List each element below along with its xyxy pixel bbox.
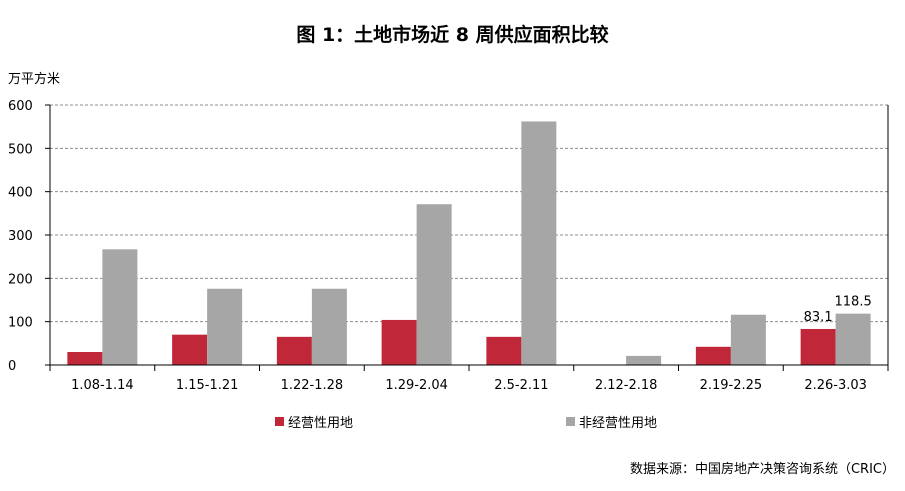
x-tick-label: 2.5-2.11 (494, 378, 548, 393)
legend: 经营性用地 非经营性用地 (275, 416, 657, 431)
x-axis-ticks: 1.08-1.14 1.15-1.21 1.22-1.28 1.29-2.04 2.5-… (49, 365, 889, 393)
y-axis-unit-label: 万平方米 (8, 72, 61, 87)
bar-non-operating (521, 121, 557, 365)
bar-operating (172, 334, 208, 365)
x-tick-label: 2.26-3.03 (804, 378, 867, 393)
y-tick-label: 400 (8, 186, 33, 201)
x-tick-label: 1.08-1.14 (71, 378, 134, 393)
x-tick-label: 2.19-2.25 (700, 378, 763, 393)
y-axis-ticks: 0 100 200 300 400 500 600 (8, 99, 50, 374)
legend-label: 非经营性用地 (579, 416, 657, 431)
y-tick-label: 500 (8, 142, 33, 157)
legend-label: 经营性用地 (288, 416, 353, 431)
x-tick-label: 1.29-2.04 (385, 378, 448, 393)
bar-non-operating (311, 288, 347, 365)
bar-non-operating (835, 313, 871, 365)
bar-non-operating (207, 288, 243, 365)
chart-title: 图 1：土地市场近 8 周供应面积比较 (296, 24, 609, 46)
data-label: 118.5 (835, 295, 872, 310)
legend-swatch (566, 417, 575, 426)
bar-operating (381, 319, 417, 365)
bar-operating (486, 336, 522, 365)
y-tick-label: 0 (8, 359, 16, 374)
bar-operating (800, 328, 836, 365)
y-tick-label: 100 (8, 316, 33, 331)
bar-non-operating (626, 355, 662, 365)
y-tick-label: 600 (8, 99, 33, 114)
bars (67, 121, 871, 365)
x-tick-label: 1.22-1.28 (281, 378, 344, 393)
y-tick-label: 300 (8, 229, 33, 244)
gridlines (50, 104, 888, 323)
data-label: 83.1 (804, 310, 833, 325)
bar-non-operating (730, 314, 766, 365)
bar-non-operating (102, 249, 138, 365)
x-tick-label: 2.12-2.18 (595, 378, 658, 393)
bar-operating (695, 346, 731, 365)
y-tick-label: 200 (8, 272, 33, 287)
source-note: 数据来源：中国房地产决策咨询系统（CRIC） (629, 462, 895, 477)
bar-operating (67, 352, 103, 365)
bar-non-operating (416, 204, 452, 365)
bar-operating (276, 336, 312, 365)
x-tick-label: 1.15-1.21 (176, 378, 239, 393)
legend-swatch (275, 417, 284, 426)
